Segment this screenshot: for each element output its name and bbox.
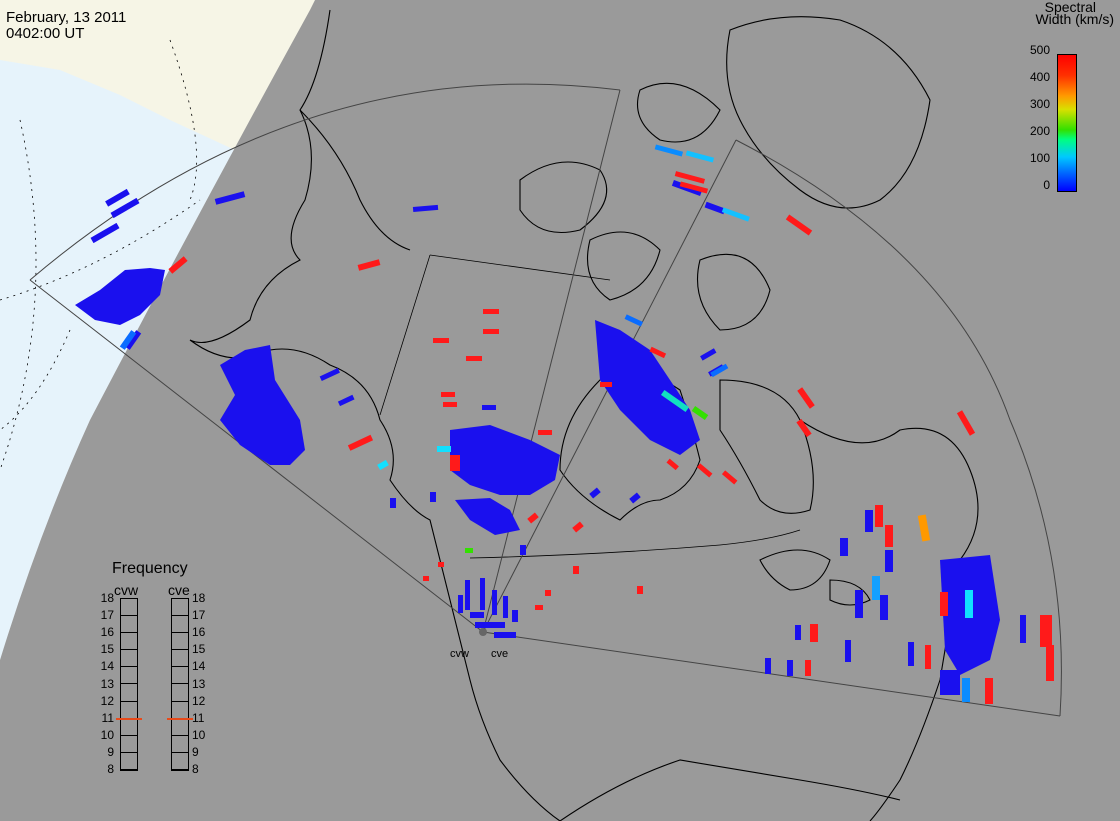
scatter-low-width bbox=[75, 180, 1026, 695]
frequency-cve-label: cve bbox=[168, 582, 190, 598]
frequency-tick-left: 9 bbox=[107, 744, 114, 759]
frequency-tick-right: 10 bbox=[192, 727, 206, 742]
frequency-cell bbox=[172, 753, 188, 770]
frequency-panel: Frequency cvw cve 18 18 17 17 16 16 15 15 14 14 13… bbox=[100, 560, 220, 780]
frequency-tick-left: 15 bbox=[100, 642, 114, 657]
frequency-cve-marker bbox=[167, 718, 193, 721]
colorbar-tick: 500 bbox=[1029, 43, 1050, 57]
frequency-tick-right: 17 bbox=[192, 608, 206, 623]
frequency-cvw-label: cvw bbox=[114, 582, 139, 598]
frequency-cell bbox=[121, 633, 137, 651]
frequency-cell bbox=[172, 633, 188, 651]
frequency-tick-right: 12 bbox=[192, 693, 206, 708]
frequency-cell bbox=[121, 736, 137, 753]
map-date: February, 13 2011 bbox=[6, 9, 127, 26]
frequency-tick-right: 16 bbox=[192, 625, 206, 640]
scatter-high-width bbox=[168, 171, 1054, 704]
frequency-tick-left: 18 bbox=[100, 591, 114, 605]
frequency-cell bbox=[172, 719, 188, 736]
frequency-tick-right: 9 bbox=[192, 744, 199, 759]
frequency-title: Frequency bbox=[112, 560, 188, 577]
frequency-cell bbox=[121, 684, 137, 702]
frequency-cell bbox=[121, 702, 137, 719]
frequency-cell bbox=[172, 616, 188, 634]
frequency-cvw-marker bbox=[116, 718, 142, 721]
frequency-tick-left: 16 bbox=[100, 625, 114, 640]
frequency-cve-scale bbox=[171, 598, 189, 771]
frequency-cell bbox=[172, 650, 188, 668]
frequency-tick-left: 13 bbox=[100, 676, 114, 691]
radar-site-marker bbox=[479, 628, 487, 636]
colorbar-tick: 300 bbox=[1029, 97, 1050, 111]
colorbar-tick: 0 bbox=[1043, 178, 1050, 192]
colorbar-tick: 200 bbox=[1029, 124, 1050, 138]
daylight-region bbox=[0, 0, 315, 660]
frequency-tick-right: 18 bbox=[192, 591, 206, 605]
frequency-cell bbox=[121, 667, 137, 685]
colorbar-tick: 100 bbox=[1029, 151, 1050, 165]
frequency-cell bbox=[121, 753, 137, 770]
frequency-tick-left: 12 bbox=[100, 693, 114, 708]
frequency-tick-right: 13 bbox=[192, 676, 206, 691]
frequency-tick-left: 8 bbox=[107, 762, 114, 776]
frequency-cell bbox=[172, 702, 188, 719]
frequency-tick-right: 15 bbox=[192, 642, 206, 657]
frequency-cell bbox=[121, 599, 137, 617]
radar-label-west: cvw bbox=[450, 648, 469, 660]
colorbar-title-line1: Spectral bbox=[1044, 0, 1096, 15]
frequency-tick-left: 17 bbox=[100, 608, 114, 623]
frequency-cell bbox=[172, 667, 188, 685]
frequency-tick-left: 11 bbox=[101, 710, 114, 725]
frequency-cell bbox=[121, 616, 137, 634]
frequency-cell bbox=[172, 599, 188, 617]
frequency-cvw-scale bbox=[120, 598, 138, 771]
radar-label-east: cve bbox=[491, 648, 508, 660]
frequency-cell bbox=[121, 719, 137, 736]
frequency-tick-right: 8 bbox=[192, 762, 199, 776]
daylight-land bbox=[0, 0, 315, 150]
frequency-tick-right: 14 bbox=[192, 659, 206, 674]
frequency-tick-right: 11 bbox=[192, 710, 205, 725]
colorbar-title-line2: Width (km/s) bbox=[1035, 11, 1114, 27]
colorbar-tick: 400 bbox=[1029, 70, 1050, 84]
frequency-tick-left: 10 bbox=[100, 727, 114, 742]
scatter-mid-width bbox=[119, 144, 973, 702]
spectral-width-colorbar bbox=[1057, 54, 1077, 192]
frequency-cell bbox=[121, 650, 137, 668]
frequency-cell bbox=[172, 684, 188, 702]
frequency-cell bbox=[172, 736, 188, 753]
map-time: 0402:00 UT bbox=[6, 25, 85, 42]
frequency-tick-left: 14 bbox=[100, 659, 114, 674]
